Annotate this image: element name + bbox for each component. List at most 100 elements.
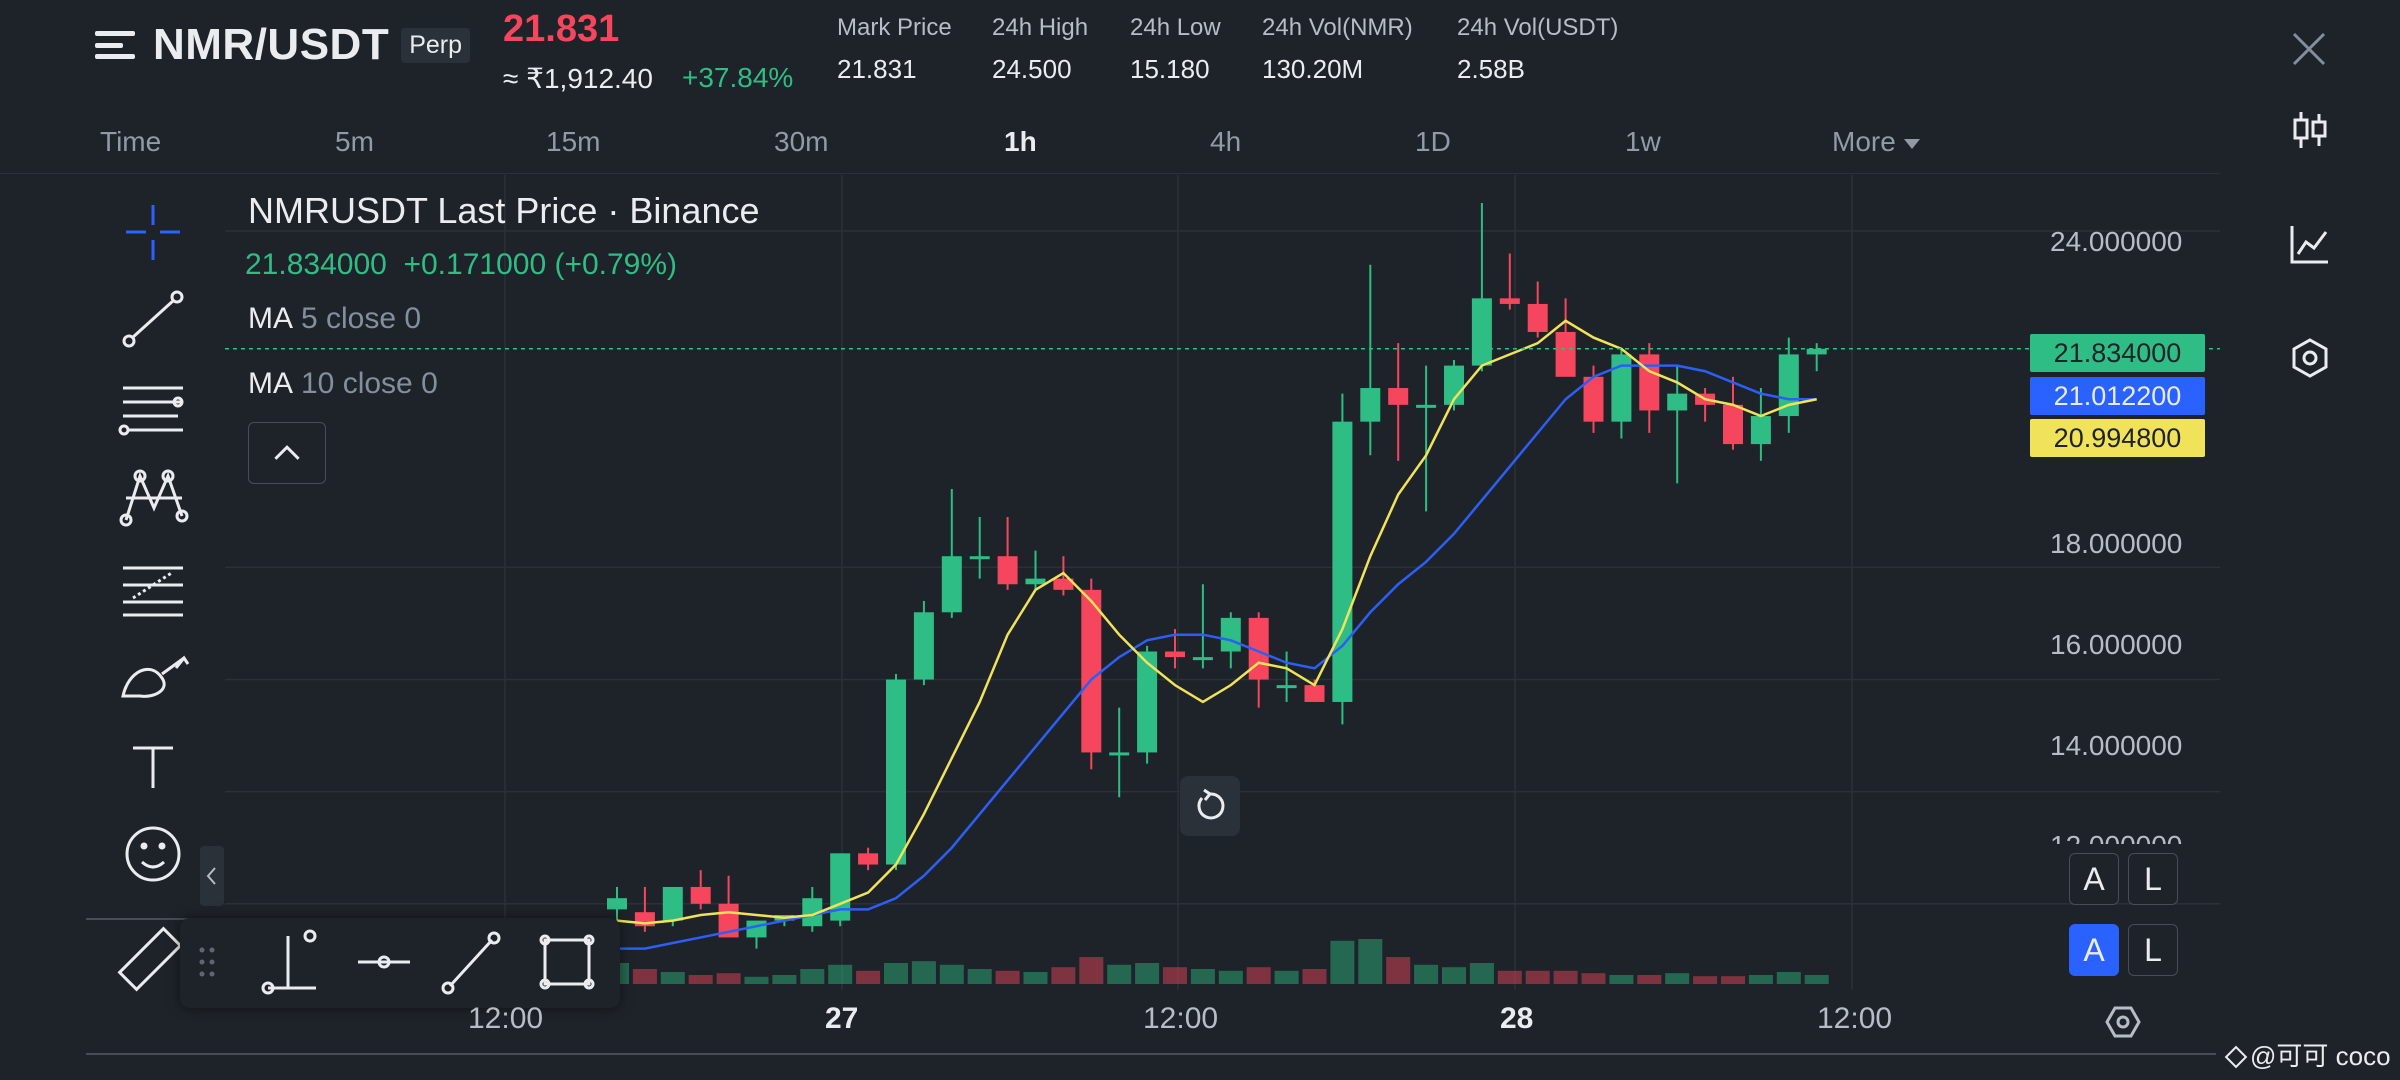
close-icon[interactable] xyxy=(2288,28,2330,70)
candle xyxy=(1053,556,1074,596)
caret-down-icon xyxy=(1903,138,1920,149)
candle xyxy=(969,516,990,579)
volume-bar xyxy=(744,976,769,984)
candle-body xyxy=(941,556,962,613)
chevron-up-icon xyxy=(274,445,300,460)
stat-value: 15.180 xyxy=(1130,54,1210,84)
line-segment-icon[interactable] xyxy=(441,931,501,995)
candle xyxy=(997,516,1018,590)
tab-30m[interactable]: 30m xyxy=(774,126,829,157)
collapse-legend-button[interactable] xyxy=(248,422,326,484)
time-tick: 27 xyxy=(825,1002,859,1035)
candle xyxy=(1388,343,1409,461)
volume-bar xyxy=(856,970,881,984)
tab-5m[interactable]: 5m xyxy=(335,126,374,157)
volume-bar xyxy=(772,975,797,984)
drawing-toolbar xyxy=(117,205,190,992)
ruler-icon[interactable] xyxy=(117,926,183,992)
candle xyxy=(1723,376,1743,450)
brush-icon[interactable] xyxy=(121,655,190,698)
menu-icon[interactable] xyxy=(95,25,135,65)
price-tick: 14.000000 xyxy=(2050,730,2183,761)
volume-bar xyxy=(1079,957,1104,984)
toolbar-divider xyxy=(86,918,190,920)
candle-body xyxy=(1471,298,1492,366)
floating-draw-toolbar xyxy=(180,918,620,1008)
last-price: 21.831 xyxy=(503,8,620,50)
tab-more[interactable]: More xyxy=(1832,126,1920,158)
reset-chart-button[interactable] xyxy=(1180,776,1240,836)
trend-line-icon[interactable] xyxy=(122,290,184,348)
candle xyxy=(1695,388,1716,422)
ma5-legend[interactable]: MA 5 close 0 xyxy=(248,302,421,336)
candlestick-type-icon[interactable] xyxy=(2288,108,2332,152)
tab-time[interactable]: Time xyxy=(100,126,162,157)
volume-log-scale-button[interactable]: L xyxy=(2128,924,2178,976)
inr-price: ≈ ₹1,912.40 xyxy=(503,63,653,94)
pattern-icon[interactable] xyxy=(119,469,189,527)
sidebar-collapse-handle[interactable] xyxy=(200,846,224,906)
change-percent: +37.84% xyxy=(682,62,794,93)
candle-body xyxy=(1304,685,1325,702)
candle-body xyxy=(858,853,879,865)
volume-auto-scale-button[interactable]: A xyxy=(2069,924,2119,976)
candle-body xyxy=(1388,388,1409,405)
rectangle-tool-icon[interactable] xyxy=(539,934,595,990)
fib-retracement-icon[interactable] xyxy=(123,566,183,617)
time-tick: 12:00 xyxy=(468,1002,544,1035)
volume-bar xyxy=(1721,976,1745,984)
volume-bar xyxy=(1218,970,1243,984)
candle xyxy=(1444,360,1464,411)
settings-hex-icon[interactable] xyxy=(2288,336,2332,380)
ma5-line xyxy=(616,319,1817,925)
tab-15m[interactable]: 15m xyxy=(546,126,601,157)
volume-bar xyxy=(1497,970,1522,984)
ma-label: MA xyxy=(248,302,293,335)
crosshair-icon[interactable] xyxy=(126,205,180,260)
candle-body xyxy=(1276,685,1297,689)
pair-selector[interactable]: NMR/USDT Perp xyxy=(95,20,471,70)
pair-name[interactable]: NMR/USDT xyxy=(153,20,390,69)
ma5-price-label: 20.994800 xyxy=(2030,419,2205,457)
tab-1d[interactable]: 1D xyxy=(1415,126,1451,157)
horizontal-ray-icon[interactable] xyxy=(358,955,410,969)
volume-bar xyxy=(1051,967,1076,984)
parallel-lines-icon[interactable] xyxy=(118,386,184,436)
candle-body xyxy=(1416,404,1437,408)
volume-bar xyxy=(911,961,936,984)
candle-body xyxy=(1750,416,1771,445)
auto-scale-button[interactable]: A xyxy=(2069,853,2119,905)
drag-handle-icon[interactable] xyxy=(199,947,215,977)
candle-body xyxy=(1499,298,1520,304)
volume-bar xyxy=(1023,972,1048,984)
candle-body xyxy=(1527,303,1548,332)
volume-bar xyxy=(1190,969,1215,984)
candle-body xyxy=(1583,376,1604,422)
tab-1w[interactable]: 1w xyxy=(1625,126,1661,157)
volume-bar xyxy=(828,964,853,984)
text-tool-icon[interactable] xyxy=(133,746,173,788)
candle xyxy=(941,488,962,618)
volume-bar xyxy=(1135,963,1160,984)
volume-bar xyxy=(939,964,964,984)
ma10-price-label: 21.012200 xyxy=(2030,377,2205,415)
tab-4h[interactable]: 4h xyxy=(1210,126,1242,157)
tab-1h[interactable]: 1h xyxy=(1004,126,1037,157)
candle-body xyxy=(662,886,683,921)
volume-bar xyxy=(1748,975,1773,984)
log-scale-button[interactable]: L xyxy=(2128,853,2178,905)
stat-label: 24h Low xyxy=(1130,14,1221,41)
more-label: More xyxy=(1832,126,1896,157)
ma10-legend[interactable]: MA 10 close 0 xyxy=(248,367,438,401)
volume-bar xyxy=(1553,970,1578,984)
candle xyxy=(1778,337,1799,433)
price-tick: 16.000000 xyxy=(2050,629,2183,660)
vertical-range-icon[interactable] xyxy=(261,929,317,995)
stat-label: Mark Price xyxy=(837,14,952,41)
volume-bar xyxy=(800,969,825,984)
chart-settings-icon[interactable] xyxy=(2103,1002,2143,1042)
emoji-icon[interactable] xyxy=(125,826,181,882)
candle xyxy=(886,673,906,871)
indicators-icon[interactable] xyxy=(2288,222,2332,266)
